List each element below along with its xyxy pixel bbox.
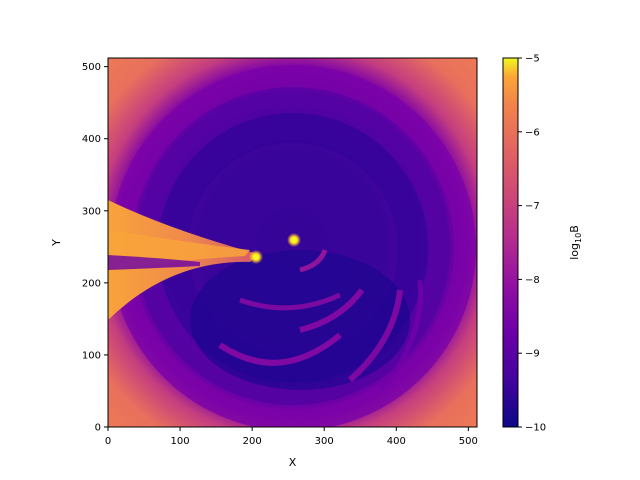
x-tick-label: 500 <box>459 436 478 447</box>
bright-source-2-core <box>253 254 259 260</box>
colorbar-tick-label: −8 <box>525 275 540 286</box>
arc-5 <box>348 289 403 383</box>
x-tick-label: 400 <box>387 436 406 447</box>
y-tick-label: 0 <box>95 423 101 434</box>
bright-source-1-core <box>291 237 297 243</box>
arc-4 <box>299 249 328 273</box>
y-axis-ticks: 0 100 200 300 400 500 <box>82 62 108 434</box>
arc-6 <box>378 279 423 392</box>
colorbar <box>503 58 518 427</box>
arc-3 <box>239 292 342 311</box>
x-axis-label: X <box>289 456 297 469</box>
colorbar-frame <box>502 57 519 428</box>
plot-frame <box>107 57 478 428</box>
y-tick-label: 400 <box>82 134 101 145</box>
y-tick-label: 100 <box>82 350 101 361</box>
dark-lower-region <box>190 250 410 390</box>
colorbar-tick-label: −5 <box>525 54 540 65</box>
colorbar-label-sub: 10 <box>574 233 583 243</box>
colorbar-tick-label: −7 <box>525 201 540 212</box>
jet-stripe <box>108 255 200 270</box>
colorbar-label-var: B <box>568 225 581 233</box>
colorbar-label-base: log <box>568 243 581 260</box>
y-tick-label: 500 <box>82 62 101 73</box>
x-tick-label: 300 <box>315 436 334 447</box>
heatmap-image <box>108 58 477 427</box>
colorbar-tick-label: −6 <box>525 127 540 138</box>
x-axis-ticks: 0 100 200 300 400 500 <box>105 427 478 447</box>
colorbar-tick-label: −9 <box>525 349 540 360</box>
arc-2 <box>299 288 365 333</box>
colorbar-tick-label: −10 <box>525 423 546 434</box>
x-tick-label: 0 <box>105 436 111 447</box>
colorbar-ticks: −10 −9 −8 −7 −6 −5 <box>518 54 546 434</box>
colorbar-label: log10B <box>568 225 583 260</box>
x-tick-label: 200 <box>243 436 262 447</box>
arc-1 <box>218 332 342 366</box>
x-tick-label: 100 <box>171 436 190 447</box>
y-tick-label: 300 <box>82 206 101 217</box>
y-tick-label: 200 <box>82 278 101 289</box>
y-axis-label: Y <box>50 239 63 247</box>
